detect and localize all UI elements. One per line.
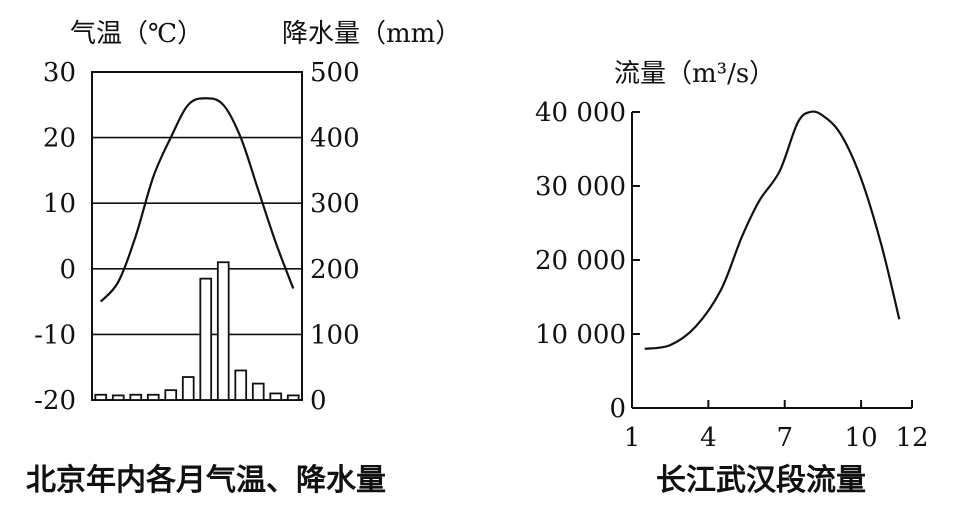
precip-tick-label: 100	[310, 320, 360, 350]
precip-bar	[129, 393, 143, 401]
precip-bar	[286, 394, 300, 401]
precip-tick-label: 300	[310, 189, 360, 219]
left-chart-frame	[91, 71, 303, 401]
precip-tick-label: 400	[310, 124, 360, 154]
flow-y-tick-label: 10 000	[535, 320, 626, 350]
flow-y-tick-label: 30 000	[535, 172, 626, 202]
left-y-ticks: 30 20 10 0 -10 -20	[34, 58, 76, 416]
flow-x-ticks: 1 4 7 10 12	[624, 400, 929, 453]
flow-y-tick-label: 20 000	[535, 246, 626, 276]
flow-x-tick-label: 7	[776, 423, 793, 453]
temp-tick-label: 10	[43, 189, 76, 219]
flow-line	[644, 110, 901, 350]
precip-bar	[164, 389, 178, 401]
left-chart-caption: 北京年内各月气温、降水量	[26, 463, 386, 498]
flow-y-ticks: 40 000 30 000 20 000 10 000 0	[535, 98, 640, 424]
precip-tick-label: 200	[310, 255, 360, 285]
precip-tick-label: 0	[310, 386, 327, 416]
right-y-axis-label: 降水量（mm）	[282, 19, 461, 49]
temp-tick-label: 30	[43, 58, 76, 88]
flow-x-tick-label: 12	[895, 423, 928, 453]
precipitation-bars	[94, 261, 300, 401]
flow-y-axis-label: 流量（m³/s）	[614, 59, 775, 89]
precip-bar	[269, 392, 283, 401]
temp-tick-label: -20	[34, 386, 76, 416]
precip-bar	[146, 393, 160, 401]
precip-bar	[199, 277, 213, 401]
temp-tick-label: 20	[43, 124, 76, 154]
left-plot-border	[91, 71, 303, 401]
flow-y-tick-label: 0	[609, 394, 626, 424]
precip-bar	[251, 382, 265, 401]
flow-y-tick-label: 40 000	[535, 98, 626, 128]
flow-x-tick-label: 10	[845, 423, 878, 453]
precip-bar	[94, 393, 108, 401]
flow-chart-axes	[631, 112, 912, 409]
flow-x-tick-label: 4	[700, 423, 717, 453]
right-chart-caption: 长江武汉段流量	[656, 463, 866, 498]
precip-bar	[216, 261, 230, 401]
precip-bar	[181, 376, 195, 401]
right-y-ticks: 500 400 300 200 100 0	[310, 58, 360, 416]
precip-tick-label: 500	[310, 58, 360, 88]
temp-tick-label: -10	[34, 320, 76, 350]
precip-bar	[111, 394, 125, 401]
left-y-axis-label: 气温（℃）	[70, 19, 203, 49]
temp-tick-label: 0	[59, 255, 76, 285]
flow-x-tick-label: 1	[624, 423, 641, 453]
precip-bar	[234, 369, 248, 401]
temperature-line	[99, 97, 295, 303]
